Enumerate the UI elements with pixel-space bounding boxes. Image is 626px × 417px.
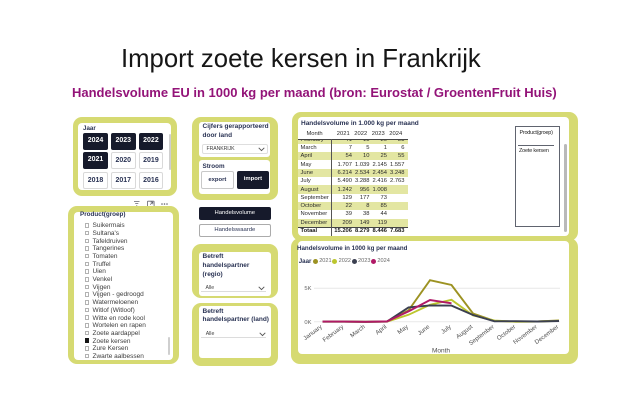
svg-text:February: February bbox=[322, 323, 346, 344]
svg-text:December: December bbox=[534, 324, 561, 347]
svg-text:April: April bbox=[374, 324, 388, 337]
svg-text:July: July bbox=[440, 323, 454, 336]
svg-text:March: March bbox=[349, 324, 367, 340]
svg-text:May: May bbox=[396, 323, 410, 336]
svg-text:Month: Month bbox=[432, 348, 450, 355]
svg-text:June: June bbox=[416, 323, 431, 337]
